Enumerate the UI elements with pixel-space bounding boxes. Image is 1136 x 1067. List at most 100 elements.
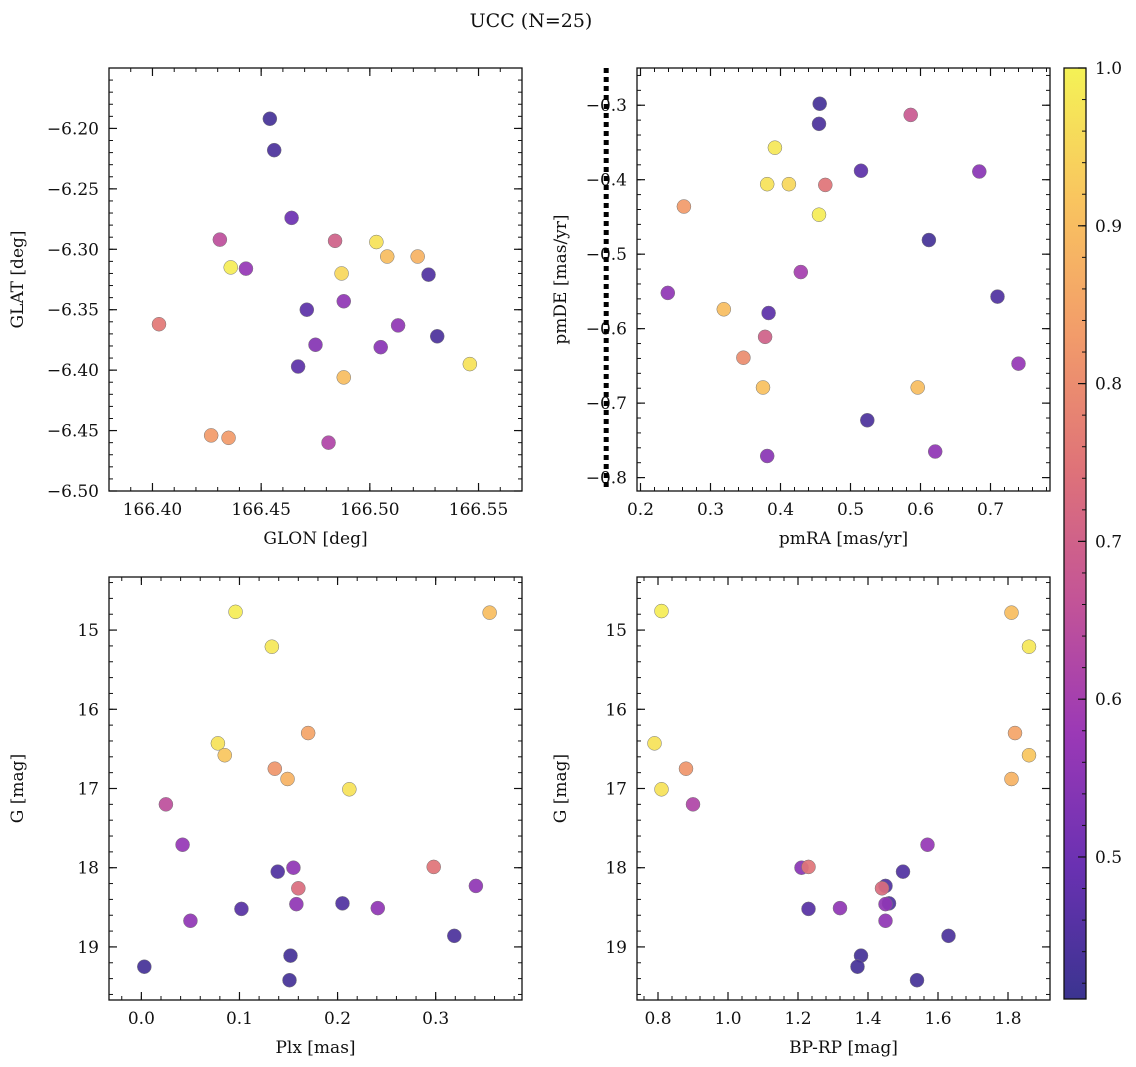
data-point [137, 959, 152, 974]
colorbar-tick-label: 0.8 [1095, 375, 1122, 395]
x-axis-label: BP-RP [mag] [789, 1038, 898, 1058]
data-point [716, 302, 732, 317]
data-point [903, 107, 918, 123]
data-point [811, 116, 827, 132]
data-point [334, 266, 349, 281]
data-point [685, 797, 701, 812]
data-point [910, 380, 925, 395]
data-point [482, 605, 497, 620]
y-tick-label: −6.40 [47, 361, 99, 381]
data-point [264, 639, 280, 654]
data-point [321, 435, 336, 450]
data-point [223, 260, 238, 275]
data-point [759, 448, 775, 464]
x-tick-label: 1.8 [994, 1009, 1021, 1029]
data-point [299, 302, 315, 317]
data-point [335, 896, 350, 911]
data-point [158, 797, 174, 812]
plot-area [109, 68, 522, 491]
data-point [736, 350, 751, 365]
data-point [447, 928, 462, 944]
x-tick-label: 0.2 [627, 500, 654, 520]
plot-area [637, 68, 1050, 491]
axes-frame [636, 67, 1051, 492]
colorbar-tick-label: 1.0 [1095, 59, 1122, 79]
data-point [759, 176, 775, 192]
data-point [289, 896, 304, 912]
y-tick-label: −6.25 [47, 180, 99, 200]
data-point [336, 370, 352, 385]
scatter-points [151, 111, 478, 450]
x-tick-label: 1.0 [714, 1009, 741, 1029]
data-point [678, 761, 694, 776]
data-point [755, 380, 771, 395]
y-tick-label: 16 [605, 700, 627, 720]
x-tick-label: 1.2 [784, 1009, 811, 1029]
data-point [270, 864, 285, 879]
data-point [284, 210, 299, 226]
axes-frame [108, 67, 523, 492]
x-tick-label: 0.8 [644, 1009, 671, 1029]
x-axis-label: GLON [deg] [263, 529, 367, 549]
data-point [874, 881, 890, 896]
y-axis-label: pmDE [mas/yr] [551, 214, 571, 344]
y-tick-label: 16 [77, 700, 99, 720]
x-tick-label: 0.1 [226, 1009, 253, 1029]
panels: 166.40 166.45 166.50 166.55 −6.50 −6.45 −6.40 −… [8, 67, 1051, 1058]
x-tick-label: 0.5 [837, 500, 864, 520]
data-point [370, 900, 386, 916]
x-tick-label: 1.6 [924, 1009, 951, 1029]
data-point [468, 878, 484, 894]
x-tick-label: 1.4 [854, 1009, 881, 1029]
y-tick-label: −0.5 [586, 245, 627, 265]
data-point [1004, 771, 1019, 787]
panel-3: 0.0 0.1 0.2 0.3 15 16 17 18 19 Plx [mas] G [mag] [8, 576, 523, 1058]
data-point [291, 881, 306, 896]
data-point [221, 430, 236, 446]
data-point [941, 928, 956, 944]
y-tick-label: −6.45 [47, 422, 99, 442]
data-point [327, 233, 343, 249]
colorbar-tick-label: 0.5 [1095, 848, 1122, 868]
y-axis-label: GLAT [deg] [8, 230, 28, 328]
colorbar-tick-label: 0.7 [1095, 532, 1122, 552]
y-tick-label: 18 [605, 859, 627, 879]
data-point [282, 972, 297, 988]
data-point [410, 249, 425, 264]
data-point [850, 959, 865, 974]
data-point [267, 761, 283, 776]
data-point [280, 771, 295, 787]
data-point [290, 359, 306, 374]
x-tick-label: 166.55 [449, 500, 508, 520]
y-tick-label: −6.20 [47, 119, 99, 139]
colorbar: 0.5 0.6 0.7 0.8 0.9 1.0 [1063, 59, 1122, 1000]
x-tick-label: 166.50 [340, 500, 399, 520]
data-point [238, 261, 254, 276]
data-point [990, 289, 1005, 304]
figure-title: UCC (N=25) [470, 10, 593, 32]
x-tick-label: 0.3 [422, 1009, 449, 1029]
data-point [151, 316, 167, 332]
axes-frame [108, 576, 523, 1001]
data-point [1007, 725, 1023, 741]
axes-frame [636, 576, 1051, 1001]
scatter-points [137, 604, 497, 988]
y-tick-label: −6.30 [47, 240, 99, 260]
plot-area [637, 577, 1050, 1000]
y-tick-label: 17 [605, 780, 627, 800]
y-tick-label: 19 [77, 938, 99, 958]
data-point [878, 913, 893, 929]
y-tick-label: −6.35 [47, 301, 99, 321]
data-point [812, 96, 827, 111]
data-point [283, 948, 298, 963]
data-point [920, 837, 935, 852]
data-point [286, 860, 301, 875]
data-point [801, 859, 816, 875]
data-point [217, 747, 233, 763]
data-point [832, 900, 848, 916]
data-point [212, 232, 228, 247]
data-point [676, 199, 692, 214]
data-point [234, 901, 249, 917]
y-tick-label: 17 [77, 780, 99, 800]
data-point [175, 837, 190, 852]
